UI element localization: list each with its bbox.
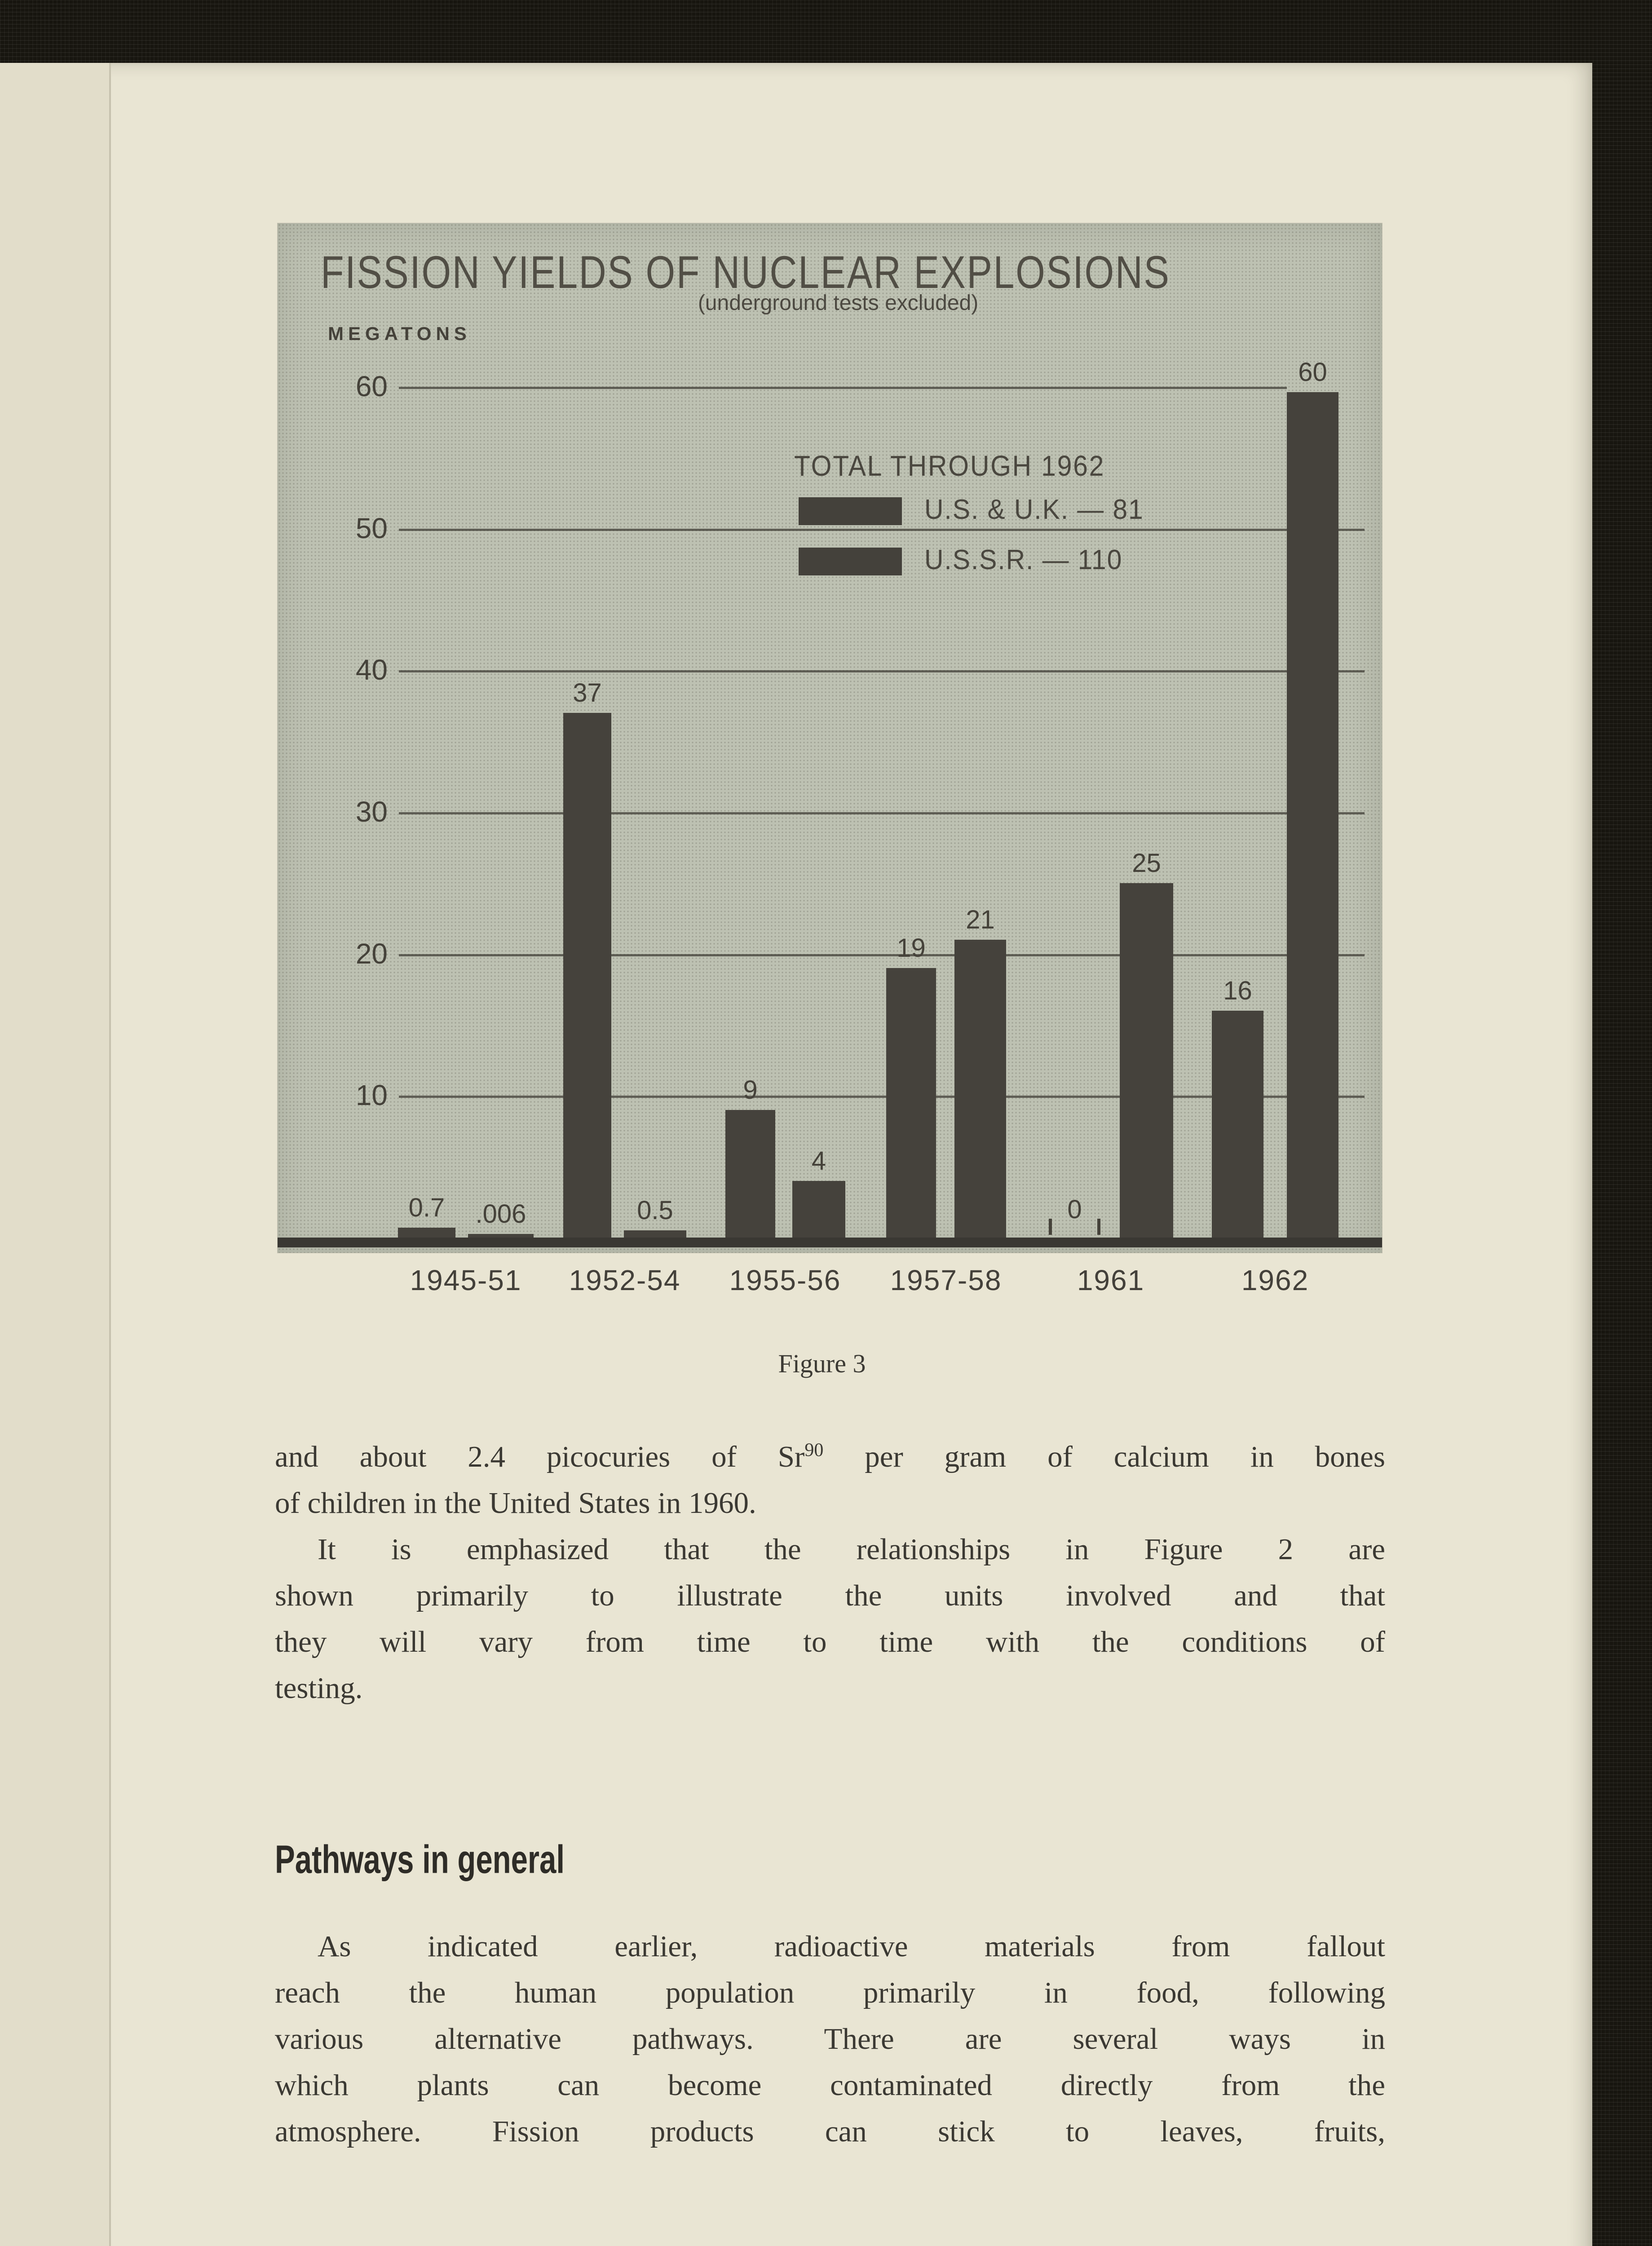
body-line: shown primarily to illustrate the units … xyxy=(275,1579,1385,1612)
page-gutter-edge xyxy=(0,63,111,2246)
bar-USUK-1957-58 xyxy=(886,968,936,1238)
bar-USSR-1945-51 xyxy=(468,1234,534,1238)
bar-USUK-1952-54 xyxy=(563,713,611,1238)
bar-value-label-4: 4 xyxy=(811,1146,826,1176)
bar-value-label-19: 19 xyxy=(897,933,926,963)
y-axis-label: MEGATONS xyxy=(328,323,471,344)
gridline-30 xyxy=(399,812,1365,814)
body-line: As indicated earlier, radioactive materi… xyxy=(318,1930,1385,1963)
x-category-label-1945-51: 1945-51 xyxy=(410,1264,522,1296)
body-line-text: and about 2.4 picocuries of Sr xyxy=(275,1440,805,1473)
zero-tick-mark xyxy=(1097,1219,1100,1235)
superscript-90: 90 xyxy=(804,1440,824,1461)
body-line: they will vary from time to time with th… xyxy=(275,1625,1385,1658)
bar-value-label-0: 0 xyxy=(1067,1195,1082,1224)
legend-label-us-uk: U.S. & U.K. — 81 xyxy=(924,494,1144,525)
bar-value-label-.006: .006 xyxy=(475,1199,526,1229)
x-category-label-1955-56: 1955-56 xyxy=(729,1264,841,1296)
bar-value-label-21: 21 xyxy=(966,905,995,934)
gridline-40 xyxy=(399,670,1365,672)
bar-USSR-1952-54 xyxy=(624,1230,686,1238)
bar-value-label-9: 9 xyxy=(743,1075,758,1105)
paragraph-block-1: and about 2.4 picocuries of Sr90 per gra… xyxy=(275,1434,1385,1711)
bar-value-label-0.7: 0.7 xyxy=(408,1193,445,1222)
bar-USUK-1945-51 xyxy=(398,1228,455,1238)
bar-value-label-60: 60 xyxy=(1298,358,1327,387)
x-category-label-1962: 1962 xyxy=(1241,1264,1309,1296)
y-tick-label-30: 30 xyxy=(355,796,388,828)
bar-value-label-0.5: 0.5 xyxy=(637,1196,673,1225)
x-category-label-1957-58: 1957-58 xyxy=(890,1264,1002,1296)
bar-USUK-1955-56 xyxy=(725,1110,775,1238)
x-category-label-1952-54: 1952-54 xyxy=(569,1264,681,1296)
bar-value-label-25: 25 xyxy=(1132,849,1161,878)
chart-title: FISSION YIELDS OF NUCLEAR EXPLOSIONS xyxy=(321,247,1171,298)
figure-caption: Figure 3 xyxy=(778,1349,866,1378)
bar-USSR-1957-58 xyxy=(954,940,1006,1238)
legend-swatch-ussr xyxy=(799,548,902,575)
figure-3-chart-panel: FISSION YIELDS OF NUCLEAR EXPLOSIONS (un… xyxy=(278,223,1382,1296)
body-line: testing. xyxy=(275,1671,363,1705)
bar-USUK-1962 xyxy=(1212,1011,1263,1238)
x-axis-baseline xyxy=(278,1238,1382,1247)
bar-USSR-1961 xyxy=(1120,883,1173,1238)
y-tick-label-60: 60 xyxy=(355,370,388,402)
body-line: atmosphere. Fission products can stick t… xyxy=(275,2115,1385,2148)
gridline-10 xyxy=(399,1096,1365,1098)
gridline-50 xyxy=(399,529,1365,531)
legend-title: TOTAL THROUGH 1962 xyxy=(794,450,1105,482)
bar-value-label-16: 16 xyxy=(1223,976,1252,1005)
chart-plot: 10 20 30 40 50 60 0.7.006 1945-51 37 0.5 1952-54 9 4… xyxy=(278,223,1382,1296)
body-line: various alternative pathways. There are … xyxy=(275,2022,1385,2056)
gridline-20 xyxy=(399,954,1365,956)
body-line: It is emphasized that the relationships … xyxy=(318,1533,1385,1566)
y-tick-label-40: 40 xyxy=(355,654,388,686)
zero-tick-mark xyxy=(1049,1219,1052,1235)
gridline-60 xyxy=(399,387,1287,389)
paragraph-block-2: As indicated earlier, radioactive materi… xyxy=(275,1923,1385,2155)
legend-swatch-us-uk xyxy=(799,497,902,525)
body-line: which plants can become contaminated dir… xyxy=(275,2069,1385,2102)
bar-USSR-1955-56 xyxy=(792,1181,845,1238)
section-heading: Pathways in general xyxy=(275,1838,565,1882)
bar-USSR-1962 xyxy=(1287,392,1338,1238)
body-line: reach the human population primarily in … xyxy=(275,1976,1385,2009)
body-line-text: per gram of calcium in bones xyxy=(823,1440,1385,1473)
bar-value-label-37: 37 xyxy=(573,678,602,707)
legend-label-ussr: U.S.S.R. — 110 xyxy=(924,544,1123,575)
y-tick-label-50: 50 xyxy=(355,512,388,544)
body-line: and about 2.4 picocuries of Sr90 per gra… xyxy=(275,1434,1385,1480)
x-category-label-1961: 1961 xyxy=(1077,1264,1145,1296)
y-tick-label-10: 10 xyxy=(355,1079,388,1111)
book-page: FISSION YIELDS OF NUCLEAR EXPLOSIONS (un… xyxy=(0,63,1592,2246)
body-line: of children in the United States in 1960… xyxy=(275,1486,756,1520)
chart-subtitle: (underground tests excluded) xyxy=(698,291,979,315)
y-tick-label-20: 20 xyxy=(355,937,388,970)
